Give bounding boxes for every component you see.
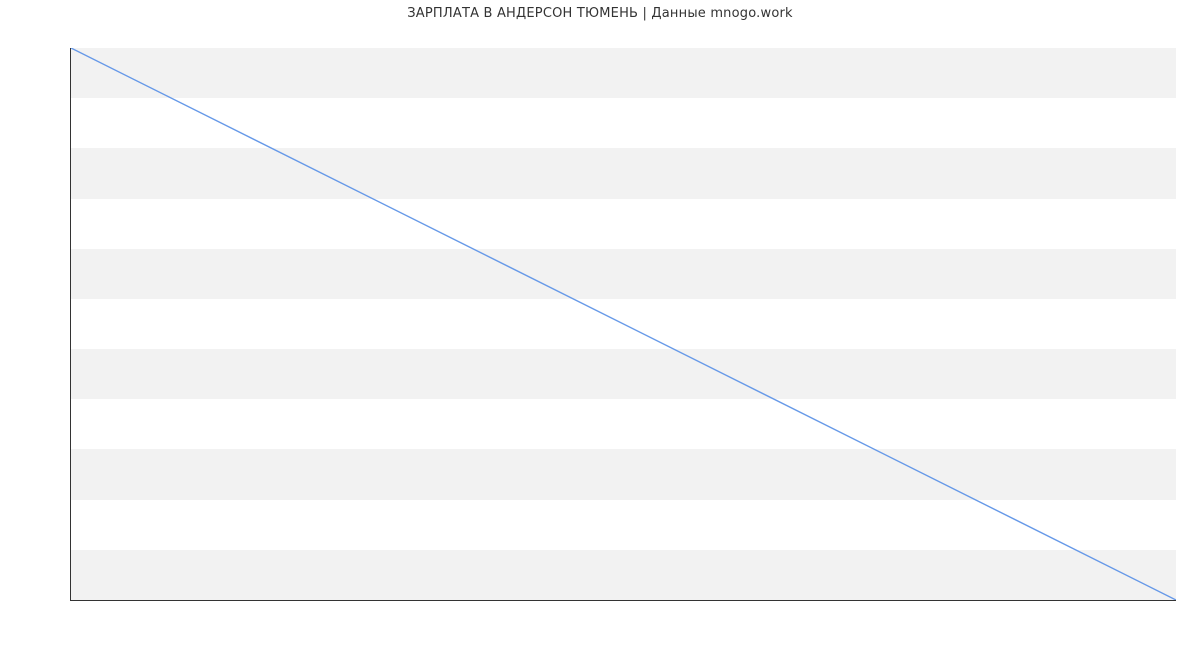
series-line-salary <box>71 48 1176 600</box>
chart-title: ЗАРПЛАТА В АНДЕРСОН ТЮМЕНЬ | Данные mnog… <box>0 6 1200 21</box>
line-layer <box>71 48 1176 600</box>
chart-container: ЗАРПЛАТА В АНДЕРСОН ТЮМЕНЬ | Данные mnog… <box>0 0 1200 650</box>
plot-area: 2800030000320003400036000380004000042000… <box>70 48 1176 601</box>
